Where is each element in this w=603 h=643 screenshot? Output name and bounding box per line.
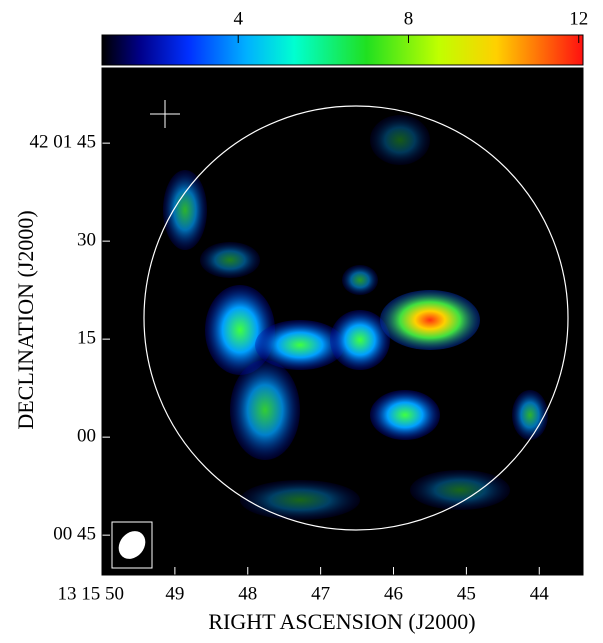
colorbar [102, 35, 583, 65]
y-tick-label: 42 01 45 [30, 131, 97, 152]
x-tick-label: 45 [457, 583, 476, 604]
x-tick-label: 47 [311, 583, 330, 604]
colorbar-tick-label: 4 [233, 8, 243, 29]
x-tick-label: 48 [238, 583, 257, 604]
x-axis-label: RIGHT ASCENSION (J2000) [208, 609, 475, 634]
colorbar-border [101, 34, 584, 66]
y-tick-label: 00 [77, 426, 96, 447]
colorbar-tick-label: 8 [404, 8, 414, 29]
y-tick-label: 15 [77, 327, 96, 348]
y-tick-label: 00 45 [53, 524, 96, 545]
x-tick-label: 44 [530, 583, 550, 604]
emission-map [111, 100, 569, 569]
y-axis-label: DECLINATION (J2000) [13, 210, 38, 429]
y-tick-label: 30 [77, 229, 96, 250]
x-tick-label: 13 15 50 [58, 583, 125, 604]
colorbar-tick-label: 12 [569, 8, 588, 29]
x-tick-label: 46 [384, 583, 403, 604]
frame-border [101, 67, 584, 576]
x-tick-label: 49 [165, 583, 184, 604]
